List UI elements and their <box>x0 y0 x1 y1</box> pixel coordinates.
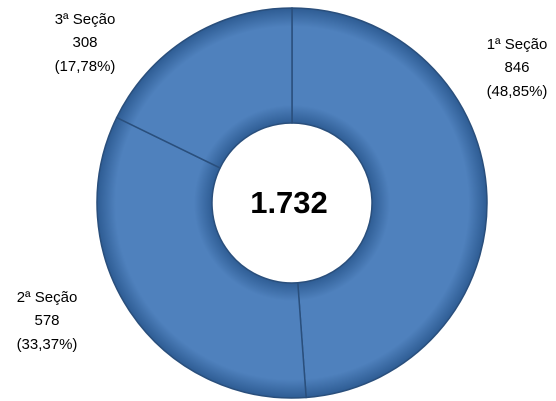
slice-percentage: (33,37%) <box>17 336 78 353</box>
slice-percentage: (17,78%) <box>55 58 116 75</box>
donut-slice <box>96 116 307 399</box>
slice-label: 3ª Seção <box>55 11 116 28</box>
slice-value: 578 <box>34 312 59 329</box>
slice-value: 846 <box>504 59 529 76</box>
slice-label: 2ª Seção <box>17 289 78 306</box>
slice-percentage: (48,85%) <box>487 83 548 100</box>
donut-slice <box>291 7 488 399</box>
donut-slice <box>115 7 293 169</box>
slice-value: 308 <box>72 34 97 51</box>
slice-label: 1ª Seção <box>487 36 548 53</box>
total-label: 1.732 <box>250 185 328 220</box>
